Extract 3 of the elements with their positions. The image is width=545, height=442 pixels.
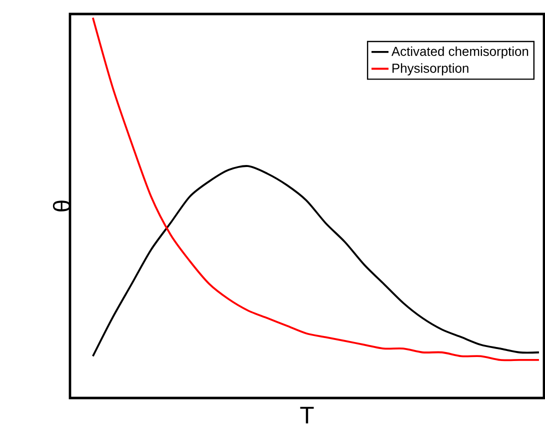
legend-label: Physisorption <box>392 63 468 76</box>
x-axis-title: T <box>300 406 314 424</box>
legend-label: Activated chemisorption <box>391 46 528 59</box>
